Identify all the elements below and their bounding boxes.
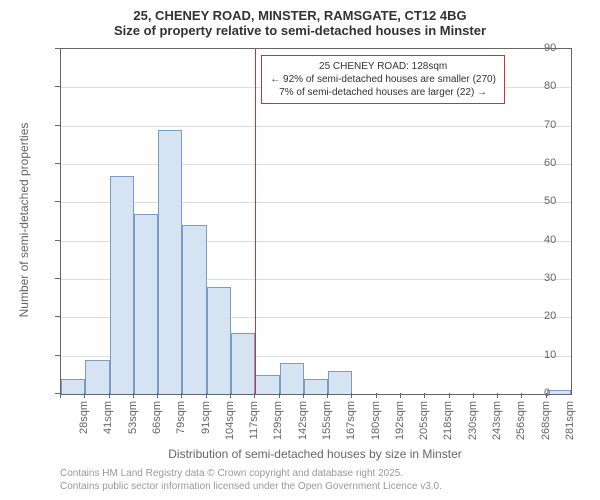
chart-title-line1: 25, CHENEY ROAD, MINSTER, RAMSGATE, CT12… (0, 0, 600, 23)
histogram-bar (61, 379, 85, 394)
y-tick-label: 30 (544, 272, 596, 284)
x-tick-label: 28sqm (78, 401, 90, 445)
y-tick-label: 90 (544, 42, 596, 54)
x-tick-mark (327, 393, 328, 398)
x-tick-label: 155sqm (321, 401, 333, 445)
x-tick-mark (133, 393, 134, 398)
x-tick-mark (303, 393, 304, 398)
x-tick-mark (497, 393, 498, 398)
annotation-line3: 7% of semi-detached houses are larger (2… (270, 86, 496, 99)
x-tick-label: 281sqm (564, 401, 576, 445)
y-tick-mark (55, 125, 60, 126)
y-tick-mark (55, 86, 60, 87)
x-axis-label: Distribution of semi-detached houses by … (60, 447, 570, 461)
x-tick-mark (254, 393, 255, 398)
y-tick-label: 10 (544, 349, 596, 361)
histogram-bar (255, 375, 279, 394)
gridline (61, 164, 571, 165)
x-tick-label: 243sqm (491, 401, 503, 445)
x-tick-label: 129sqm (272, 401, 284, 445)
plot-area: 25 CHENEY ROAD: 128sqm← 92% of semi-deta… (60, 48, 572, 395)
y-tick-mark (55, 163, 60, 164)
histogram-bar (85, 360, 109, 395)
annotation-box: 25 CHENEY ROAD: 128sqm← 92% of semi-deta… (261, 55, 505, 104)
annotation-line2: ← 92% of semi-detached houses are smalle… (270, 73, 496, 86)
x-tick-mark (351, 393, 352, 398)
x-tick-mark (400, 393, 401, 398)
histogram-bar (158, 130, 182, 395)
x-tick-mark (376, 393, 377, 398)
x-tick-label: 180sqm (370, 401, 382, 445)
reference-line (255, 49, 256, 394)
histogram-bar (231, 333, 255, 394)
y-tick-label: 40 (544, 234, 596, 246)
gridline (61, 202, 571, 203)
x-tick-label: 104sqm (224, 401, 236, 445)
x-tick-mark (181, 393, 182, 398)
x-tick-label: 268sqm (540, 401, 552, 445)
y-tick-mark (55, 48, 60, 49)
y-tick-mark (55, 240, 60, 241)
x-tick-mark (279, 393, 280, 398)
histogram-bar (328, 371, 352, 394)
y-tick-label: 60 (544, 157, 596, 169)
x-tick-label: 142sqm (297, 401, 309, 445)
y-tick-mark (55, 316, 60, 317)
histogram-bar (304, 379, 328, 394)
x-tick-label: 218sqm (442, 401, 454, 445)
y-tick-label: 80 (544, 80, 596, 92)
x-tick-mark (449, 393, 450, 398)
x-tick-mark (546, 393, 547, 398)
histogram-bar (134, 214, 158, 394)
y-tick-mark (55, 278, 60, 279)
annotation-line1: 25 CHENEY ROAD: 128sqm (270, 60, 496, 73)
histogram-bar (182, 225, 206, 394)
x-tick-label: 205sqm (418, 401, 430, 445)
y-tick-mark (55, 201, 60, 202)
x-tick-mark (473, 393, 474, 398)
histogram-bar (207, 287, 231, 394)
y-tick-label: 50 (544, 195, 596, 207)
x-tick-mark (206, 393, 207, 398)
histogram-bar (280, 363, 304, 394)
y-tick-mark (55, 355, 60, 356)
x-tick-mark (60, 393, 61, 398)
x-tick-mark (424, 393, 425, 398)
footer-line1: Contains HM Land Registry data © Crown c… (60, 467, 442, 480)
x-tick-mark (157, 393, 158, 398)
y-tick-label: 70 (544, 119, 596, 131)
footer-line2: Contains public sector information licen… (60, 480, 442, 493)
x-tick-mark (84, 393, 85, 398)
x-tick-label: 41sqm (102, 401, 114, 445)
x-tick-label: 117sqm (248, 401, 260, 445)
chart-title-line2: Size of property relative to semi-detach… (0, 23, 600, 42)
x-tick-label: 66sqm (151, 401, 163, 445)
y-tick-label: 0 (544, 387, 596, 399)
histogram-bar (110, 176, 134, 395)
y-tick-label: 20 (544, 310, 596, 322)
x-tick-label: 91sqm (200, 401, 212, 445)
x-tick-mark (230, 393, 231, 398)
x-tick-mark (109, 393, 110, 398)
x-tick-label: 256sqm (515, 401, 527, 445)
x-tick-label: 79sqm (175, 401, 187, 445)
gridline (61, 126, 571, 127)
y-axis-label: Number of semi-detached properties (17, 110, 31, 330)
x-tick-label: 192sqm (394, 401, 406, 445)
chart-footer: Contains HM Land Registry data © Crown c… (60, 467, 442, 493)
x-tick-label: 53sqm (127, 401, 139, 445)
chart-container: 25, CHENEY ROAD, MINSTER, RAMSGATE, CT12… (0, 0, 600, 500)
x-tick-mark (521, 393, 522, 398)
x-tick-label: 230sqm (467, 401, 479, 445)
x-tick-label: 167sqm (345, 401, 357, 445)
